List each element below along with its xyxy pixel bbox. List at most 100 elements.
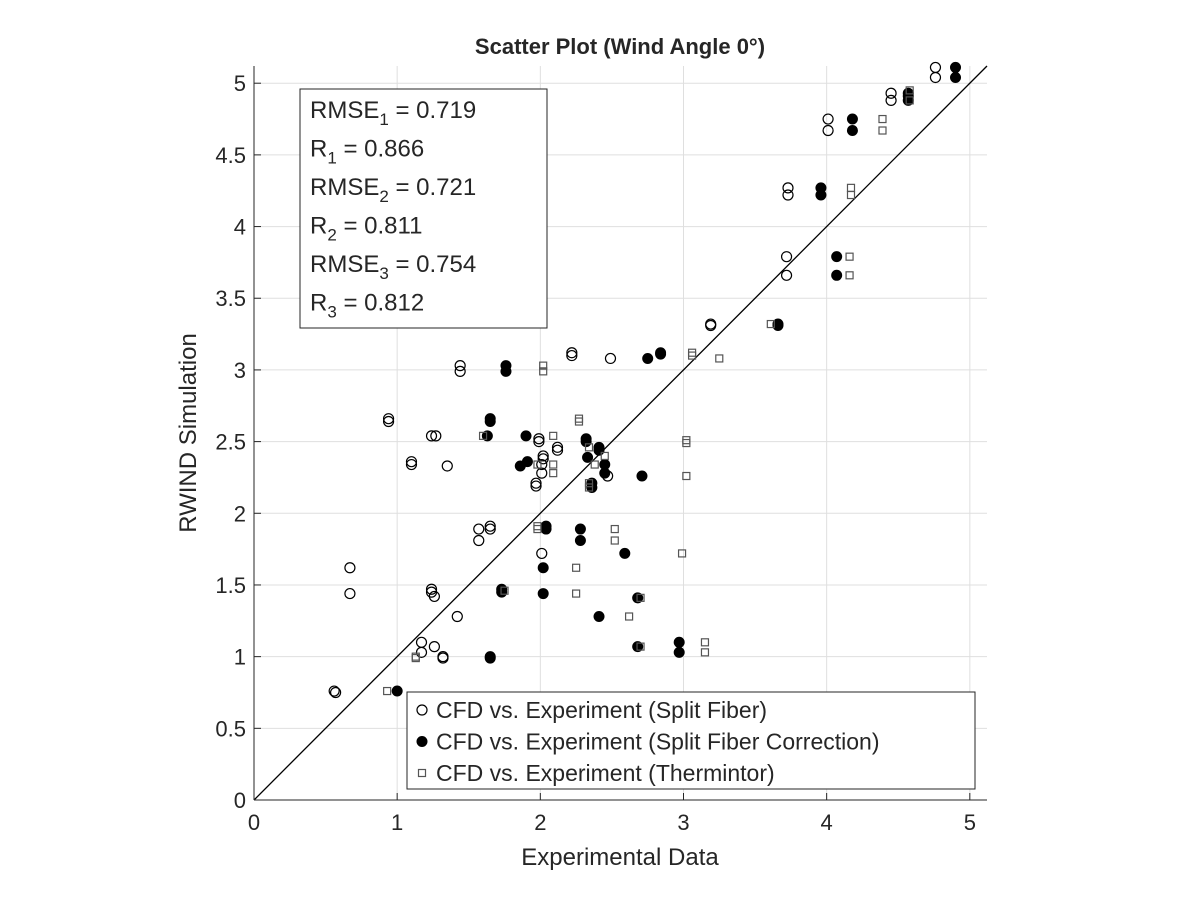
legend-marker-filled-circle <box>416 736 428 747</box>
data-point-filled-circle <box>496 586 508 598</box>
data-point-open-circle <box>705 319 717 332</box>
data-point-filled-circle <box>831 269 843 281</box>
data-point-open-square <box>478 431 488 440</box>
data-point-open-square <box>700 638 710 647</box>
legend: CFD vs. Experiment (Split Fiber) CFD vs. … <box>406 691 976 790</box>
data-point-open-circle <box>428 590 440 603</box>
legend-entry: CFD vs. Experiment (Split Fiber Correcti… <box>436 729 880 755</box>
data-point-open-circle <box>533 436 545 448</box>
data-point-filled-circle <box>484 652 496 664</box>
stat-rmse-1: RMSE1 = 0.719 <box>310 97 476 129</box>
data-point-open-circle <box>382 413 395 425</box>
data-point-open-circle <box>885 94 897 107</box>
data-point-open-square <box>766 319 775 329</box>
data-point-open-circle <box>537 453 549 465</box>
data-point-filled-circle <box>831 251 843 263</box>
data-point-open-circle <box>441 460 453 472</box>
data-point-open-circle <box>536 458 548 471</box>
data-point-filled-circle <box>846 113 858 125</box>
data-point-filled-circle <box>636 470 648 482</box>
data-point-open-square <box>700 648 710 657</box>
y-tick-label: 4.5 <box>215 143 246 168</box>
y-axis-label: RWIND Simulation <box>175 333 202 533</box>
data-point-open-square <box>878 114 887 124</box>
stats-box-frame <box>299 88 548 329</box>
data-point-filled-circle <box>537 562 549 574</box>
data-point-filled-circle <box>500 365 512 377</box>
data-point-filled-circle <box>574 535 586 547</box>
data-point-filled-circle <box>391 685 403 697</box>
data-point-filled-circle <box>950 61 962 73</box>
data-point-filled-circle <box>632 641 644 653</box>
data-point-open-circle <box>473 534 485 547</box>
data-point-open-circle <box>530 480 542 492</box>
data-point-open-square <box>610 536 619 545</box>
data-point-filled-circle <box>537 588 549 600</box>
data-point-open-circle <box>885 87 897 99</box>
y-tick-label: 1.5 <box>215 573 246 598</box>
data-point-open-square <box>572 589 581 598</box>
data-point-open-circle <box>425 583 438 595</box>
data-point-filled-circle <box>580 436 592 448</box>
data-point-open-square <box>636 642 645 651</box>
data-point-open-circle <box>604 352 617 365</box>
data-point-filled-circle <box>950 71 962 83</box>
data-point-open-square <box>549 460 558 469</box>
data-point-open-square <box>590 460 599 469</box>
data-point-open-square <box>687 351 697 360</box>
data-point-open-circle <box>328 685 340 697</box>
data-point-open-circle <box>430 430 442 442</box>
data-point-open-circle <box>344 562 356 574</box>
data-point-open-square <box>905 96 914 105</box>
data-point-filled-circle <box>642 352 654 364</box>
data-point-open-square <box>600 451 609 461</box>
data-point-filled-circle <box>815 189 827 201</box>
data-point-open-square <box>533 460 542 469</box>
stat-r-1: R1 = 0.866 <box>310 136 424 168</box>
data-point-open-circle <box>473 523 485 535</box>
data-point-filled-circle <box>481 430 493 442</box>
legend-marker-open-square <box>417 768 427 778</box>
data-point-filled-circle <box>772 319 784 331</box>
data-point-filled-circle <box>673 636 685 648</box>
axes: 0 1 2 3 4 5 0 0.5 1 1.5 2 2.5 3 3.5 4 4.5 5 <box>215 66 987 835</box>
data-point-open-circle <box>425 430 438 442</box>
data-point-filled-circle <box>586 481 598 493</box>
data-point-filled-circle <box>846 125 858 137</box>
data-point-open-circle <box>344 587 356 600</box>
data-point-open-square <box>539 367 548 376</box>
data-point-open-circle <box>437 652 449 664</box>
data-point-open-square <box>549 469 558 478</box>
stat-rmse-2: RMSE2 = 0.721 <box>310 174 476 206</box>
y-tick-label: 0.5 <box>215 716 246 741</box>
legend-entry: CFD vs. Experiment (Thermintor) <box>436 760 775 786</box>
data-point-open-square <box>610 524 619 534</box>
data-point-open-circle <box>454 365 466 377</box>
data-point-open-circle <box>929 71 942 84</box>
data-point-open-circle <box>536 547 548 560</box>
data-point-filled-circle <box>655 348 667 360</box>
y-tick-label: 0 <box>234 788 246 813</box>
data-point-open-circle <box>405 456 418 468</box>
data-point-open-square <box>539 361 548 370</box>
data-point-open-square <box>845 252 854 261</box>
data-point-open-square <box>572 563 581 572</box>
data-point-filled-circle <box>599 467 611 479</box>
data-point-open-circle <box>780 251 793 263</box>
data-point-filled-circle <box>619 547 631 559</box>
data-point-open-circle <box>484 523 496 535</box>
data-point-open-square <box>411 653 420 663</box>
x-tick-label: 0 <box>248 810 260 835</box>
data-point-open-circle <box>330 686 342 699</box>
data-point-open-square <box>584 483 594 492</box>
data-point-open-circle <box>780 269 793 281</box>
x-tick-label: 2 <box>534 810 546 835</box>
data-point-filled-circle <box>632 592 644 604</box>
stat-r-2: R2 = 0.811 <box>310 213 422 245</box>
data-point-open-circle <box>551 444 564 456</box>
data-point-open-square <box>500 586 509 595</box>
x-tick-label: 4 <box>821 810 833 835</box>
data-point-open-circle <box>454 360 466 372</box>
reference-line <box>253 65 988 801</box>
